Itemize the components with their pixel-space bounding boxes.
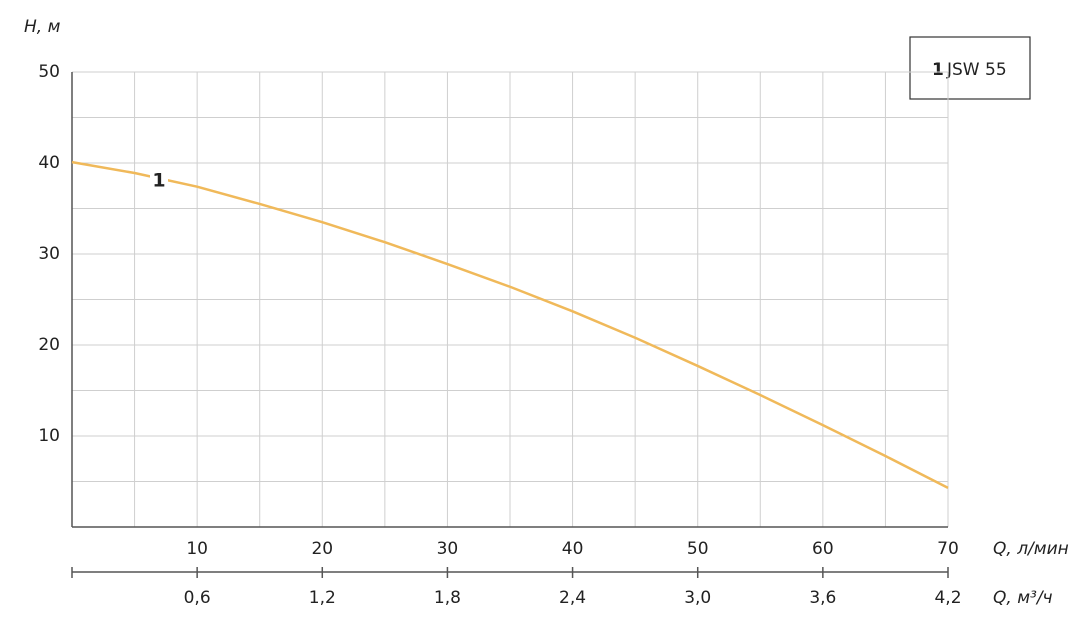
x-tick-label: 10: [186, 539, 208, 559]
y-tick-label: 10: [38, 426, 60, 446]
x-tick-label: 40: [562, 539, 584, 559]
x2-tick-label: 2,4: [559, 588, 586, 608]
legend-label: JSW 55: [946, 60, 1007, 80]
legend-marker: 1: [932, 60, 944, 80]
y-tick-label: 50: [38, 62, 60, 82]
x-tick-label: 30: [437, 539, 459, 559]
x-tick-label: 20: [311, 539, 333, 559]
x-tick-label: 60: [812, 539, 834, 559]
y-tick-label: 30: [38, 244, 60, 264]
x2-tick-label: 4,2: [934, 588, 961, 608]
x2-tick-label: 3,0: [684, 588, 711, 608]
x-axis-title: Q, л/мин: [993, 539, 1069, 559]
x2-axis-title: Q, м³/ч: [993, 588, 1053, 608]
x-tick-label: 50: [687, 539, 709, 559]
x2-tick-label: 1,8: [434, 588, 461, 608]
x2-tick-label: 0,6: [184, 588, 211, 608]
x-tick-label: 70: [937, 539, 959, 559]
series-label-bg: [150, 170, 168, 190]
legend-box: [909, 36, 1031, 100]
y-axis-title: H, м: [24, 17, 61, 37]
y-tick-label: 20: [38, 335, 60, 355]
y-tick-label: 40: [38, 153, 60, 173]
x2-tick-label: 3,6: [809, 588, 836, 608]
series-label: 1: [152, 170, 165, 192]
line-series: [71, 160, 949, 489]
x2-tick-label: 1,2: [309, 588, 336, 608]
